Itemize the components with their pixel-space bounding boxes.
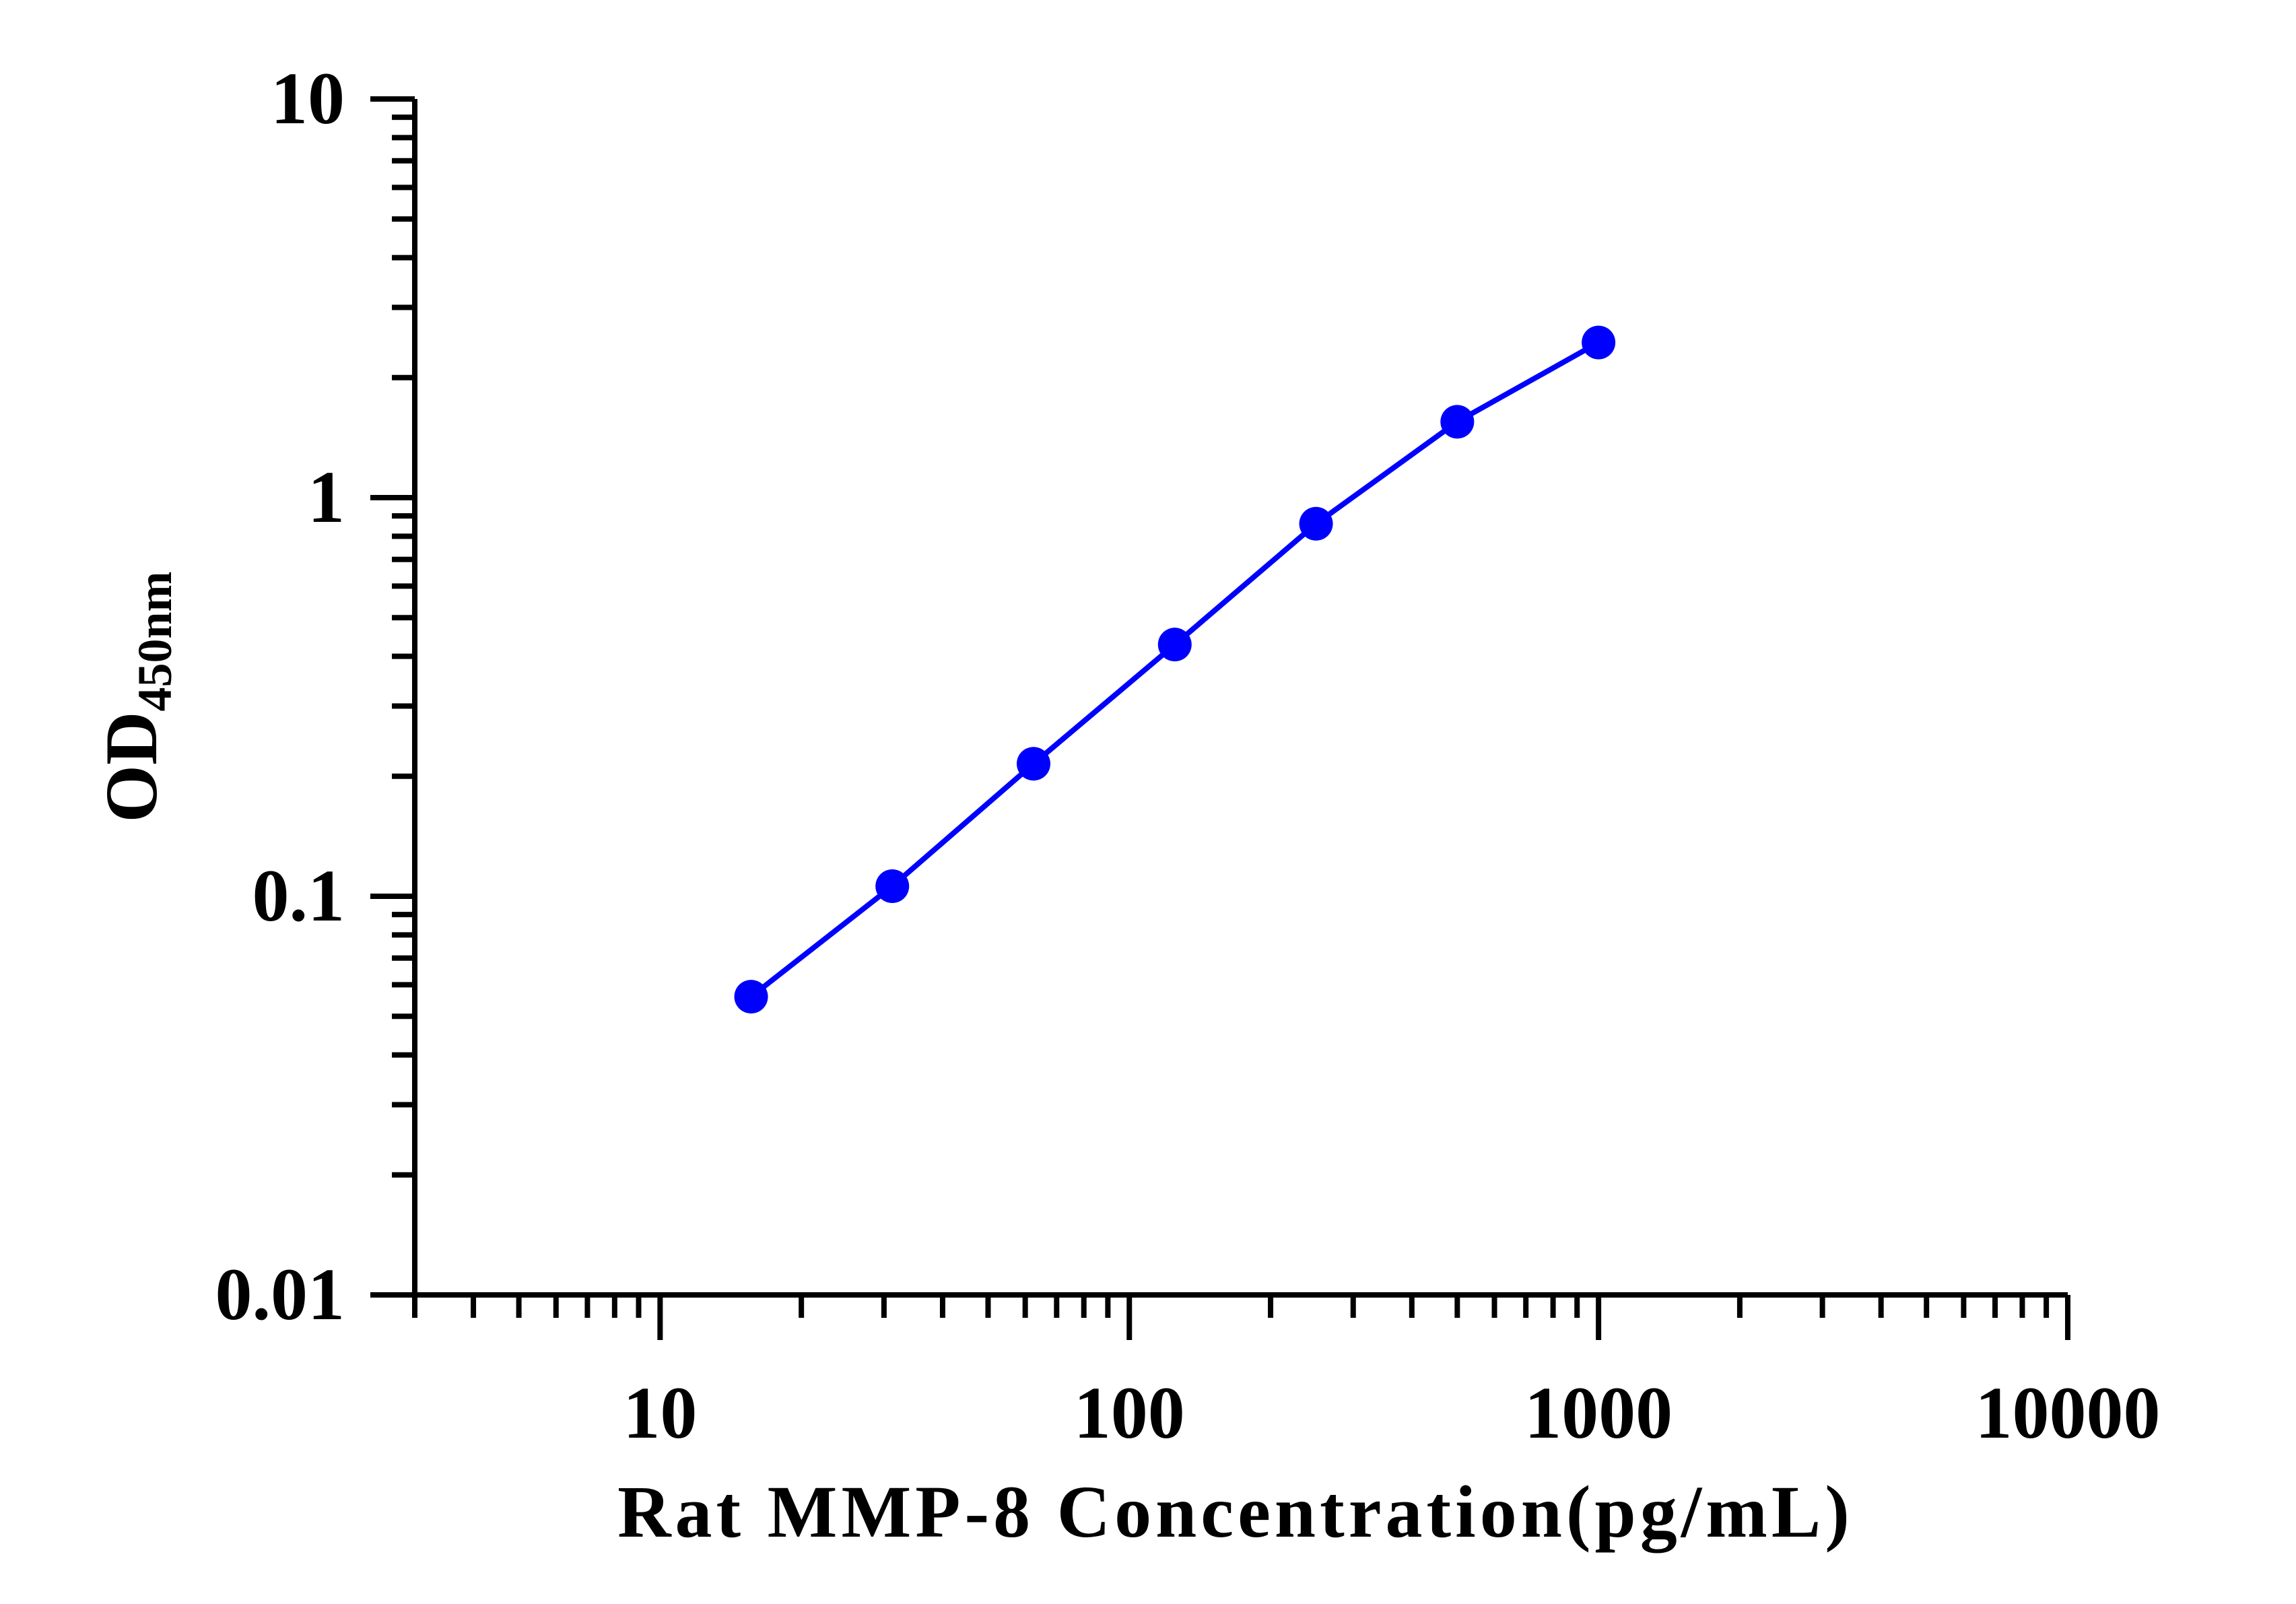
y-ticks [370, 96, 415, 1298]
y-axis-title-subscript: 450nm [128, 571, 182, 711]
x-tick-label: 10000 [1976, 1372, 2161, 1454]
y-tick-label: 10 [271, 57, 345, 139]
x-tick-label: 100 [1074, 1372, 1185, 1454]
y-tick-labels: 0.01 0.1 1 10 [215, 57, 345, 1335]
y-axis-title-main: OD [90, 712, 172, 823]
data-point [1299, 506, 1333, 541]
data-point [1017, 747, 1051, 781]
data-point [1157, 628, 1192, 662]
x-tick-label: 10 [623, 1372, 697, 1454]
y-tick-label: 0.1 [252, 855, 345, 937]
x-ticks [412, 1295, 2070, 1340]
data-point [875, 869, 910, 904]
y-tick-label: 0.01 [215, 1253, 345, 1335]
x-tick-labels: 10 100 1000 10000 [623, 1372, 2160, 1454]
data-point [1440, 405, 1475, 439]
y-tick-label: 1 [308, 456, 345, 538]
x-axis-title: Rat MMP-8 Concentration(pg/mL) [617, 1471, 1854, 1553]
axes: 0.01 0.1 1 10 10 100 1000 10000 [215, 57, 2161, 1454]
series-line [749, 340, 1600, 999]
series-layer [734, 325, 1616, 1014]
x-tick-label: 1000 [1524, 1372, 1673, 1454]
data-point [734, 980, 768, 1014]
y-axis-title: OD450nm [90, 571, 182, 822]
data-point [1582, 325, 1616, 360]
